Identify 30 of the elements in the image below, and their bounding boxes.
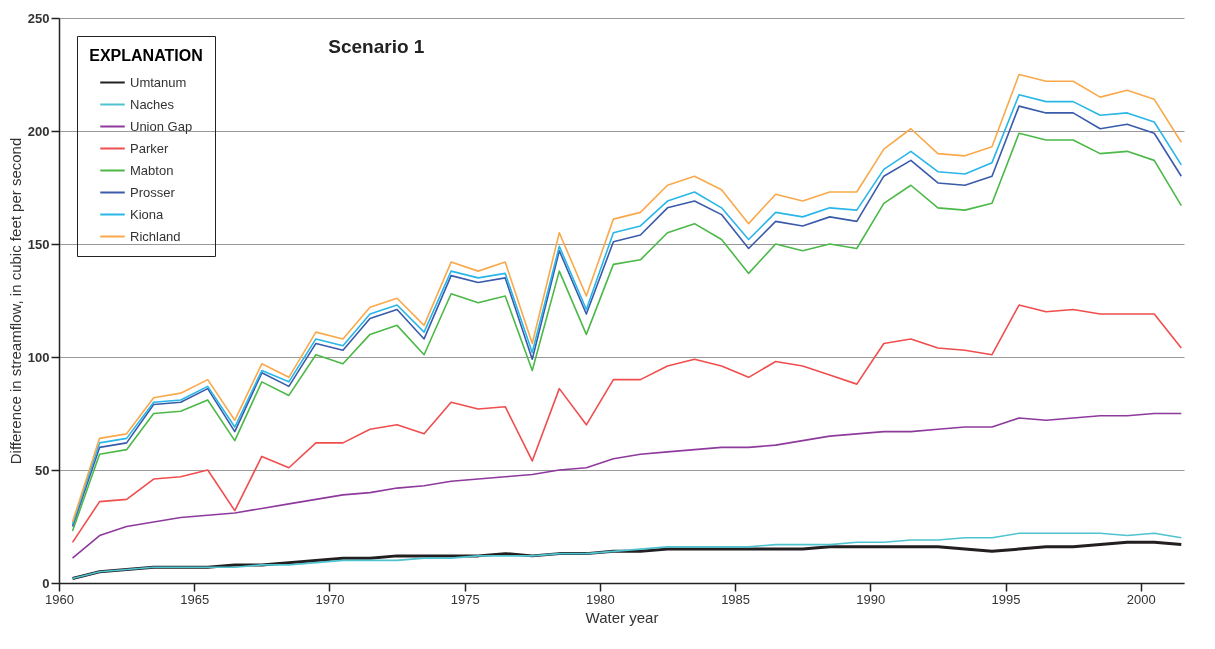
x-tick-label: 2000 (1126, 591, 1156, 607)
y-tick-label: 150 (27, 236, 50, 252)
x-tick-label: 1970 (315, 591, 345, 607)
y-axis-title: Difference in streamflow, in cubic feet per second (6, 137, 24, 465)
x-tick-label: 1995 (991, 591, 1021, 607)
x-tick-label: 1960 (45, 591, 74, 607)
x-tick-label: 1980 (585, 591, 615, 607)
legend-label: Richland (130, 228, 181, 244)
x-axis-title: Water year (585, 608, 659, 626)
line-series (71, 412, 1183, 559)
y-tick-label: 200 (27, 123, 50, 139)
legend-label: Parker (130, 140, 169, 156)
x-tick-label: 1990 (856, 591, 886, 607)
y-tick-label: 250 (27, 10, 50, 26)
text: Scenario 1 (328, 36, 425, 57)
y-tick-label: 100 (27, 349, 50, 365)
legend-label: Mabton (130, 162, 174, 178)
legend-label: Prosser (130, 184, 176, 200)
legend-label: Kiona (130, 206, 165, 222)
x-tick-label: 1985 (721, 591, 751, 607)
legend-title: EXPLANATION (89, 47, 203, 64)
legend-label: Naches (130, 96, 175, 112)
y-tick-label: 0 (42, 575, 50, 591)
line-series (71, 532, 1183, 580)
x-tick-label: 1965 (180, 591, 210, 607)
y-tick-label: 50 (35, 462, 50, 478)
legend-label: Umtanum (130, 74, 187, 90)
x-tick-label: 1975 (450, 591, 480, 607)
legend-label: Union Gap (130, 118, 193, 134)
line-series (71, 304, 1183, 544)
